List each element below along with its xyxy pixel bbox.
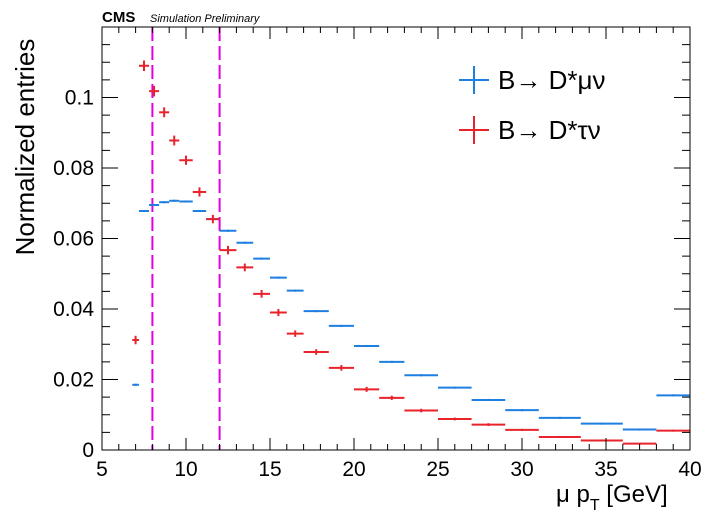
series-1 [132, 60, 690, 445]
series-0 [132, 199, 690, 431]
cms-label: CMS [102, 9, 135, 26]
x-tick-label: 5 [96, 458, 108, 481]
x-axis-label-sub: T [590, 497, 600, 514]
x-axis-label-main: μ p [556, 481, 590, 508]
plot-area [102, 27, 690, 450]
y-tick-label: 0.06 [53, 228, 94, 251]
x-axis-label: μ pT [GeV] [556, 481, 668, 514]
x-axis-label-unit: [GeV] [600, 481, 668, 508]
y-axis-label: Normalized entries [10, 39, 40, 256]
plot-background [102, 27, 690, 450]
axes: 5 10 15 20 25 30 35 40 0 0.02 0.04 0.06 0.08 0.1 [53, 26, 702, 481]
x-tick-label: 10 [174, 458, 197, 481]
legend-label: B→ D*τν [498, 115, 601, 145]
x-tick-label: 20 [342, 458, 365, 481]
y-tick-label: 0 [82, 439, 94, 462]
selection-lines [151, 27, 221, 450]
y-tick-label: 0.1 [65, 87, 94, 110]
x-tick-label: 35 [594, 458, 617, 481]
legend-label: B→ D*μν [498, 65, 605, 95]
x-tick-label: 25 [426, 458, 449, 481]
x-tick-label: 30 [510, 458, 533, 481]
legend: B→ D*μν B→ D*τν [459, 65, 605, 145]
y-tick-label: 0.02 [53, 369, 94, 392]
data-series [132, 60, 690, 445]
y-tick-label: 0.08 [53, 157, 94, 180]
simulation-preliminary-label: Simulation Preliminary [150, 13, 261, 25]
y-tick-label: 0.04 [53, 298, 94, 321]
x-tick-label: 15 [258, 458, 281, 481]
x-tick-label: 40 [678, 458, 701, 481]
